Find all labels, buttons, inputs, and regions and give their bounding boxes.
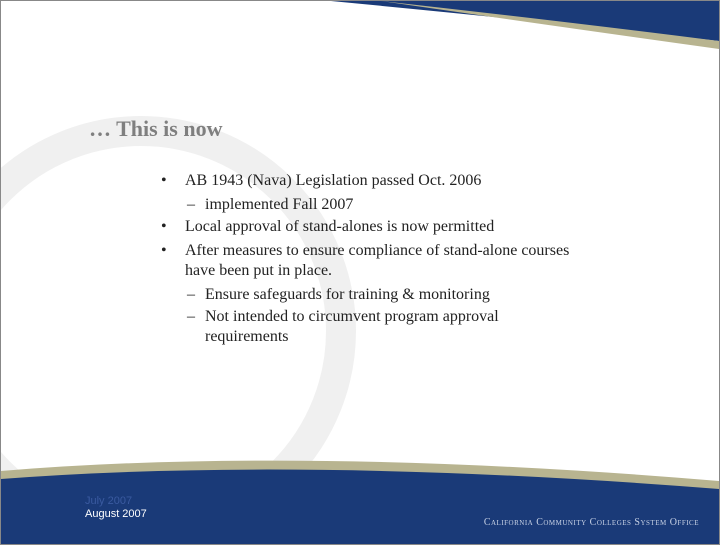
bullet: Local approval of stand-alones is now pe…	[161, 217, 581, 237]
footer-date: July 2007	[85, 495, 132, 507]
sub-bullet: Not intended to circumvent program appro…	[161, 307, 581, 347]
footer-org: California Community Colleges System Off…	[484, 517, 699, 528]
sub-bullet: implemented Fall 2007	[161, 195, 581, 215]
slide-body: AB 1943 (Nava) Legislation passed Oct. 2…	[161, 171, 581, 349]
bullet: AB 1943 (Nava) Legislation passed Oct. 2…	[161, 171, 581, 191]
sub-bullet: Ensure safeguards for training & monitor…	[161, 285, 581, 305]
slide: … This is now AB 1943 (Nava) Legislation…	[0, 0, 720, 545]
bullet: After measures to ensure compliance of s…	[161, 241, 581, 281]
slide-title: … This is now	[89, 116, 222, 142]
footer-date: August 2007	[85, 508, 147, 520]
